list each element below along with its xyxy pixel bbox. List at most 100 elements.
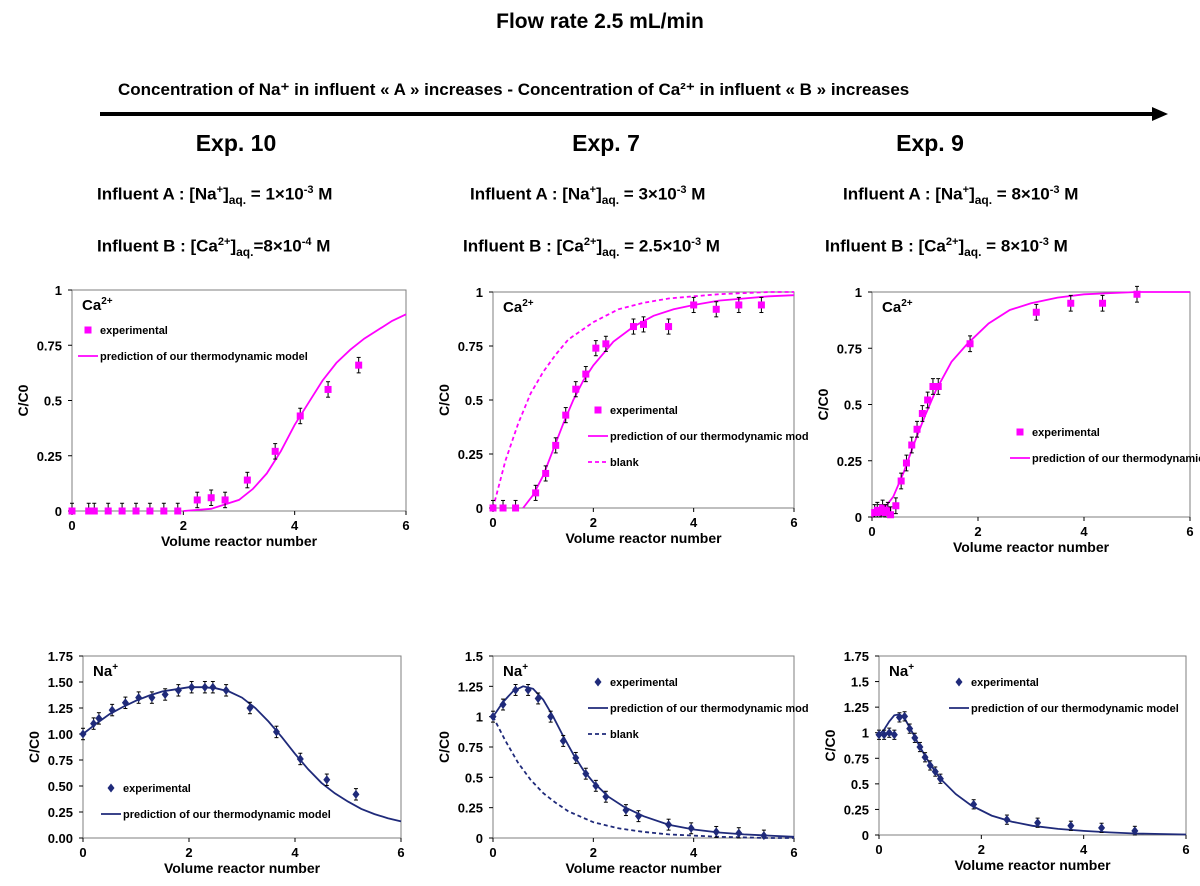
data-point	[135, 693, 143, 703]
data-point	[489, 504, 497, 512]
y-axis-label: C/C0	[822, 729, 838, 761]
exponent: -3	[676, 184, 687, 196]
model-curve	[183, 313, 407, 512]
unit: M	[311, 236, 331, 256]
data-point	[246, 703, 254, 713]
data-point	[634, 811, 642, 821]
legend-marker	[84, 326, 92, 334]
data-point	[592, 781, 600, 791]
model-curve	[878, 713, 1187, 836]
y-tick-label: 0.75	[458, 339, 483, 354]
arrow-head	[1152, 107, 1168, 121]
bracket: ]	[223, 184, 229, 204]
y-tick-label: 0.25	[37, 449, 62, 464]
legend-label: experimental	[100, 325, 168, 337]
model-curve	[871, 291, 1190, 518]
x-axis-label: Volume reactor number	[161, 533, 318, 549]
legend-label: prediction of our thermodynamic model	[610, 431, 808, 443]
data-point	[121, 698, 129, 708]
phase: aq.	[228, 193, 247, 208]
data-point	[542, 469, 550, 477]
data-point	[929, 383, 937, 390]
data-point	[324, 385, 332, 393]
value: =8×10	[253, 236, 302, 256]
legend-marker	[955, 677, 963, 687]
phase: aq.	[974, 193, 993, 208]
data-point	[712, 827, 720, 837]
legend-marker	[1016, 428, 1024, 436]
y-axis-label: C/C0	[436, 384, 452, 416]
data-point	[148, 693, 156, 703]
data-point	[875, 730, 883, 740]
y-tick-label: 0.5	[465, 393, 483, 408]
main-title: Flow rate 2.5 mL/min	[496, 10, 704, 33]
ion-label: Na+	[889, 662, 914, 680]
y-tick-label: 0.5	[44, 394, 62, 409]
x-tick-label: 6	[1182, 842, 1189, 857]
y-tick-label: 0.50	[48, 779, 73, 794]
legend-label: experimental	[610, 677, 678, 689]
data-point	[934, 383, 942, 390]
y-tick-label: 0	[476, 831, 483, 846]
data-point	[552, 441, 560, 449]
y-tick-label: 0	[55, 504, 62, 519]
data-point	[534, 693, 542, 703]
data-point	[936, 774, 944, 784]
exp10-influent-a: Influent A : [Na+]aq. = 1×10-3 M	[97, 184, 332, 207]
data-point	[916, 742, 924, 752]
data-point	[207, 494, 215, 502]
x-tick-label: 6	[397, 845, 404, 860]
data-point	[296, 412, 304, 420]
data-point	[174, 507, 182, 515]
ion-charge: +	[522, 662, 528, 673]
y-tick-label: 1.25	[458, 679, 483, 694]
exp10-title: Exp. 10	[195, 130, 277, 156]
y-tick-label: 1.25	[48, 701, 73, 716]
data-point	[690, 301, 698, 309]
x-tick-label: 2	[180, 518, 187, 533]
exp10-ca-chart: 0 0.25 0.5 0.75 1 0 2 4 6 Volume reactor number C/…	[15, 283, 410, 549]
data-point	[913, 425, 921, 433]
data-point	[512, 685, 520, 695]
y-tick-label: 1	[476, 285, 483, 300]
data-point	[602, 792, 610, 802]
data-point	[735, 301, 743, 309]
data-point	[547, 712, 555, 722]
data-point	[499, 700, 507, 710]
increase-arrow	[100, 107, 1168, 121]
legend-label: prediction of our thermodynamic model	[1032, 453, 1200, 465]
data-point	[665, 323, 673, 331]
y-tick-label: 0.25	[844, 802, 869, 817]
data-point	[193, 496, 201, 504]
x-axis-label: Volume reactor number	[565, 860, 722, 876]
ion-charge: +	[908, 662, 914, 673]
legend-marker	[594, 406, 602, 414]
data-point	[118, 507, 126, 515]
exp9-title: Exp. 9	[896, 130, 964, 156]
data-point	[885, 728, 893, 738]
plot-area	[71, 289, 407, 512]
bracket: ]	[230, 236, 237, 256]
data-point	[524, 685, 532, 695]
data-point	[1131, 826, 1139, 836]
exponent: -3	[303, 184, 314, 196]
y-axis-label: C/C0	[15, 384, 31, 416]
charge: 2+	[583, 236, 597, 248]
phase: aq.	[236, 245, 254, 260]
data-point	[876, 509, 884, 516]
bracket: ]	[958, 236, 965, 256]
data-point	[221, 496, 229, 504]
y-tick-label: 0	[855, 510, 862, 525]
x-tick-label: 6	[790, 845, 797, 860]
data-point	[1067, 299, 1075, 307]
y-tick-label: 0.25	[837, 454, 862, 469]
data-point	[665, 820, 673, 830]
data-point	[926, 760, 934, 770]
x-tick-label: 4	[1080, 842, 1088, 857]
data-point	[188, 682, 196, 692]
exp9-influent-b: Influent B : [Ca2+]aq. = 8×10-3 M	[825, 236, 1068, 259]
exp7-influent-b: Influent B : [Ca2+]aq. = 2.5×10-3 M	[463, 236, 720, 259]
y-tick-label: 0.25	[458, 447, 483, 462]
data-point	[355, 361, 363, 369]
data-point	[90, 507, 98, 515]
